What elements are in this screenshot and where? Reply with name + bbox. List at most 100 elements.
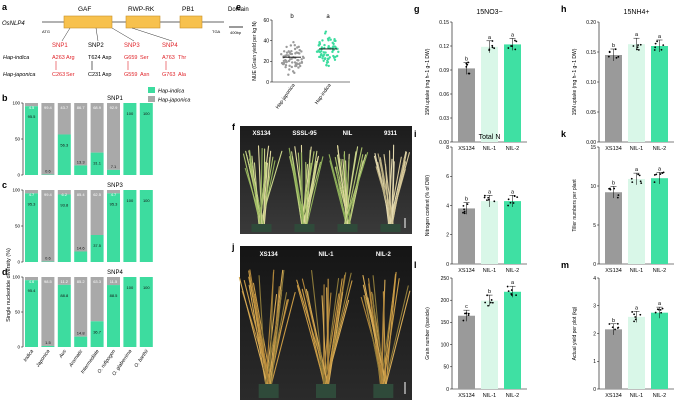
bar-value-label: 7.1 <box>111 164 117 169</box>
y-tick-label: 8 <box>446 145 449 151</box>
data-point <box>325 53 329 57</box>
panel-letter: d <box>2 267 8 277</box>
data-point <box>289 44 293 47</box>
diversity-x-labels: Indica Japonica Aus AromaticIntermediateO. … <box>23 348 151 377</box>
data-point <box>614 328 616 331</box>
data-point <box>653 174 656 176</box>
bar-japonica-label: 4.7 <box>111 192 117 197</box>
domain-gaf <box>63 15 113 29</box>
data-point <box>659 173 662 175</box>
x-group-label: Japonica <box>35 349 52 370</box>
bar <box>651 46 668 142</box>
data-point <box>513 195 516 198</box>
bar-indica <box>25 106 38 175</box>
data-point <box>282 62 285 66</box>
bar <box>628 44 645 143</box>
significance-letter: b <box>612 43 615 49</box>
bar <box>458 208 475 264</box>
data-point <box>465 65 468 68</box>
bar-value-label: 14.6 <box>77 245 86 250</box>
hap-indica-label: Hap-indica <box>3 55 29 61</box>
rice-stem <box>296 285 326 385</box>
pot <box>294 224 315 232</box>
panel-letter: h <box>561 4 567 14</box>
data-point <box>493 47 496 50</box>
panel-j: j XS134 NIL-1 NIL-2 <box>231 242 412 400</box>
rice-stem <box>385 290 411 385</box>
significance-letter: a <box>511 280 515 286</box>
allele: G659 <box>124 55 137 61</box>
bar-japonica <box>57 103 71 135</box>
x-category-label: NIL-1 <box>630 268 643 274</box>
bar-value-label: 36.7 <box>93 329 102 334</box>
bar-japonica <box>41 103 55 175</box>
data-point <box>631 181 634 184</box>
data-point <box>654 311 657 314</box>
y-tick-label: 0.00 <box>439 140 449 146</box>
bar-value-label: 37.5 <box>93 243 102 248</box>
bar-indica <box>90 235 104 262</box>
y-tick-label: 5 <box>593 223 596 229</box>
data-point <box>630 177 633 180</box>
bar-value-label: 100 <box>127 285 134 290</box>
bar-japonica-label: 43.7 <box>60 105 69 110</box>
data-point <box>491 46 494 49</box>
data-point <box>285 60 288 64</box>
panel-k-chart: k 0 5 10 15 Tiller numbers per plant b XS134 a NI… <box>561 129 674 274</box>
rice-stem <box>382 273 397 385</box>
data-point <box>488 48 491 51</box>
data-point <box>467 72 470 75</box>
data-point <box>507 204 509 207</box>
rice-stem <box>382 278 400 385</box>
data-point <box>294 63 298 66</box>
data-point <box>333 58 337 61</box>
data-point <box>284 54 287 58</box>
data-point <box>285 45 288 49</box>
photo-label: NIL <box>343 131 353 137</box>
bar-value-label: 0.6 <box>45 169 51 174</box>
data-point <box>487 196 490 199</box>
bar <box>504 201 521 264</box>
significance-letter: b <box>290 14 294 20</box>
y-tick-label: 10 <box>590 184 596 190</box>
bar-value-label: 31.1 <box>93 161 102 166</box>
panel-h-chart: h 15NH4+ 0.00 0.05 0.10 0.15 0.20 15N uptake (m… <box>561 4 674 152</box>
data-point <box>516 196 519 198</box>
data-point <box>317 49 320 52</box>
y-tick-label: 2 <box>446 233 449 239</box>
x-category-label: NIL-2 <box>653 146 666 152</box>
x-category-label: NIL-1 <box>483 393 496 399</box>
indica-alleles: A263 Arg T624 Asp G659 Ser A763 Thr <box>52 55 186 61</box>
allele: Thr <box>178 55 186 61</box>
bar-indica <box>139 277 153 347</box>
snp2-label: SNP2 <box>88 43 104 49</box>
rice-stem <box>364 297 383 385</box>
data-point <box>489 301 492 304</box>
bar-indica <box>74 165 88 175</box>
bar-value-label: 88.8 <box>60 293 69 298</box>
data-point <box>493 200 496 203</box>
data-point <box>321 39 324 42</box>
data-point <box>336 47 339 51</box>
hap-japonica-label: Hap-japonica <box>3 72 35 78</box>
significance-letter: a <box>511 32 515 38</box>
rice-stem <box>311 269 325 385</box>
data-point <box>292 41 295 44</box>
data-point <box>507 198 510 201</box>
x-group-label: Aromatic <box>68 348 85 369</box>
data-point <box>509 201 512 204</box>
bar-indica <box>107 169 120 175</box>
data-point <box>487 304 489 307</box>
x-category-label: XS134 <box>458 146 475 152</box>
y-tick-label: 0.10 <box>586 80 596 86</box>
data-point <box>280 53 283 56</box>
japonica-alleles: C263 Ser C231 Asp G559 Asn G763 Ala <box>52 72 187 78</box>
data-point <box>320 46 324 49</box>
significance-letter: a <box>511 189 515 195</box>
data-point <box>639 43 642 46</box>
domain-pb1 <box>179 15 203 29</box>
y-tick-label: 100 <box>441 342 450 348</box>
significance-letter: b <box>612 180 615 186</box>
data-point <box>463 210 466 213</box>
data-point <box>300 61 304 64</box>
